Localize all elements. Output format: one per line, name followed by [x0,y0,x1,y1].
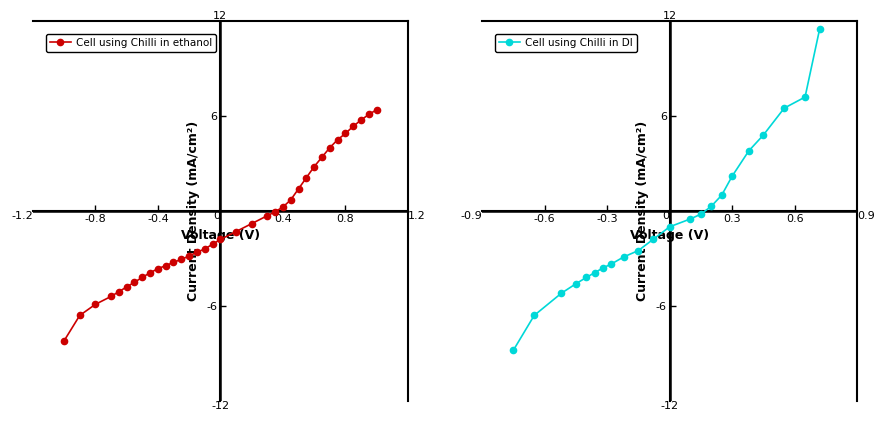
Text: -12: -12 [661,401,679,411]
Cell using Chilli in DI [529,313,540,318]
Cell using Chilli in ethanol [207,242,218,247]
Cell using Chilli in ethanol [230,229,241,234]
Cell using Chilli in DI [727,174,737,179]
Cell using Chilli in DI [508,348,518,353]
Cell using Chilli in ethanol [324,145,335,150]
X-axis label: Voltage (V): Voltage (V) [630,229,709,242]
Cell using Chilli in ethanol [144,270,155,275]
Cell using Chilli in DI [743,149,754,154]
Cell using Chilli in DI [633,248,644,253]
Cell using Chilli in DI [648,237,658,242]
Cell using Chilli in ethanol [285,197,296,203]
Cell using Chilli in ethanol [355,117,366,122]
Cell using Chilli in ethanol [316,155,327,160]
Cell using Chilli in DI [589,270,600,275]
Cell using Chilli in ethanol [90,302,101,307]
Cell using Chilli in DI [571,281,581,286]
Cell using Chilli in ethanol [215,237,226,242]
Cell using Chilli in DI [706,204,717,209]
Cell using Chilli in DI [779,106,789,111]
Text: 1.2: 1.2 [408,211,425,221]
Cell using Chilli in ethanol [58,338,69,343]
Cell using Chilli in ethanol [301,175,312,180]
Cell using Chilli in ethanol [246,221,257,226]
Cell using Chilli in ethanol [340,131,351,136]
Cell using Chilli in ethanol [191,249,202,254]
Text: -0.9: -0.9 [461,211,482,221]
Cell using Chilli in ethanol [160,263,171,268]
Cell using Chilli in ethanol [199,246,210,252]
Y-axis label: Current Density (mA/cm²): Current Density (mA/cm²) [187,121,199,301]
Cell using Chilli in DI [814,27,825,32]
Cell using Chilli in ethanol [371,107,382,112]
Cell using Chilli in ethanol [277,205,288,210]
Cell using Chilli in ethanol [183,254,194,259]
Cell using Chilli in ethanol [309,164,320,169]
X-axis label: Voltage (V): Voltage (V) [181,229,260,242]
Cell using Chilli in DI [556,291,567,296]
Cell using Chilli in ethanol [176,257,187,262]
Cell using Chilli in ethanol [363,112,374,117]
Cell using Chilli in ethanol [332,137,343,142]
Text: 0: 0 [663,211,670,221]
Cell using Chilli in DI [717,193,727,198]
Cell using Chilli in ethanol [348,124,359,129]
Legend: Cell using Chilli in ethanol: Cell using Chilli in ethanol [45,34,216,52]
Text: -1.2: -1.2 [12,211,33,221]
Text: 0.9: 0.9 [857,211,874,221]
Cell using Chilli in DI [598,265,609,271]
Cell using Chilli in ethanol [168,260,179,265]
Cell using Chilli in DI [800,95,811,100]
Text: 12: 12 [214,11,228,21]
Cell using Chilli in DI [606,262,617,267]
Text: -12: -12 [212,401,229,411]
Cell using Chilli in ethanol [129,280,140,285]
Cell using Chilli in ethanol [262,213,273,218]
Cell using Chilli in DI [696,211,706,216]
Y-axis label: Current Density (mA/cm²): Current Density (mA/cm²) [636,121,649,301]
Cell using Chilli in ethanol [113,289,124,294]
Text: 12: 12 [663,11,677,21]
Cell using Chilli in ethanol [137,275,148,280]
Cell using Chilli in DI [664,224,675,229]
Cell using Chilli in ethanol [74,313,85,318]
Cell using Chilli in ethanol [269,209,280,214]
Cell using Chilli in ethanol [293,187,304,192]
Text: 0: 0 [214,211,221,221]
Cell using Chilli in ethanol [152,266,163,271]
Cell using Chilli in DI [685,216,696,222]
Cell using Chilli in ethanol [121,284,132,289]
Cell using Chilli in ethanol [105,294,116,299]
Line: Cell using Chilli in ethanol: Cell using Chilli in ethanol [61,107,380,344]
Legend: Cell using Chilli in DI: Cell using Chilli in DI [494,34,637,52]
Cell using Chilli in DI [758,133,769,138]
Cell using Chilli in DI [581,275,592,280]
Cell using Chilli in DI [618,254,629,260]
Line: Cell using Chilli in DI: Cell using Chilli in DI [510,26,823,353]
